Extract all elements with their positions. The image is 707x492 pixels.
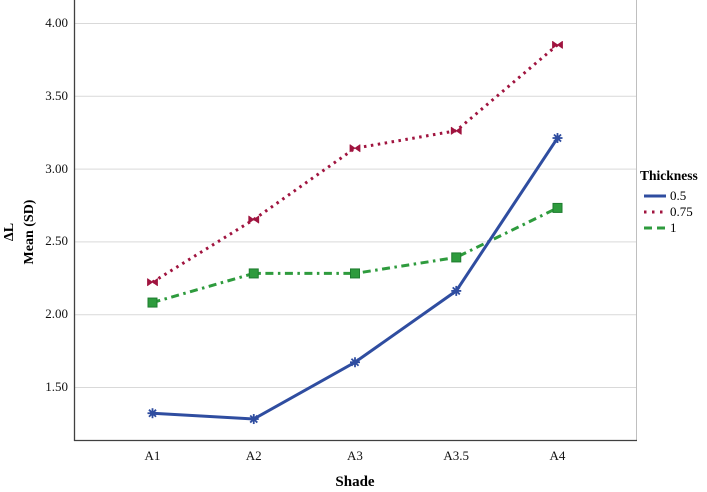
x-tick-label: A1: [144, 448, 161, 463]
asterisk-marker: [451, 285, 462, 296]
y-tick-label: 2.50: [45, 233, 68, 249]
x-tick-label: A3: [347, 448, 363, 463]
legend: Thickness 0.5 0.75 1: [638, 168, 707, 236]
series-line-0.75: [151, 43, 559, 284]
bowtie-marker: [450, 126, 462, 135]
legend-item: 0.5: [644, 188, 707, 204]
square-marker: [552, 202, 563, 213]
series-line-0.5: [152, 137, 559, 421]
y-tick-label: 4.00: [45, 15, 68, 30]
asterisk-marker: [350, 357, 360, 368]
legend-title: Thickness: [640, 168, 698, 183]
asterisk-marker: [248, 414, 259, 425]
square-marker: [350, 268, 360, 279]
x-tick-label: A3.5: [443, 448, 470, 463]
legend-label: 1: [670, 220, 677, 235]
asterisk-marker: [147, 408, 158, 419]
legend-label: 0.75: [670, 204, 693, 219]
series-line-1: [152, 206, 559, 304]
asterisk-marker: [552, 133, 563, 144]
x-tick-label: A2: [245, 448, 262, 463]
legend-swatch-dotted-line-icon: [644, 210, 666, 214]
legend-item: 0.75: [644, 204, 707, 220]
legend-item: 1: [644, 220, 707, 236]
bowtie-marker: [552, 40, 563, 49]
square-marker: [451, 252, 462, 263]
legend-rows: 0.5 0.75 1: [638, 188, 707, 236]
x-axis-title: Shade: [335, 474, 375, 490]
bowtie-marker: [349, 144, 361, 153]
legend-swatch-solid-line-icon: [644, 194, 666, 198]
legend-swatch-dashdot-line-icon: [644, 226, 666, 230]
square-marker: [248, 268, 259, 279]
y-tick-label: 3.50: [45, 87, 68, 103]
bowtie-marker: [248, 215, 260, 224]
y-tick-label: 3.00: [45, 160, 68, 176]
bowtie-marker: [147, 278, 158, 287]
x-tick-label: A4: [549, 448, 566, 463]
legend-label: 0.5: [670, 188, 687, 203]
y-tick-label: 2.00: [45, 306, 68, 322]
square-marker: [147, 297, 158, 308]
y-axis-title-line1: ΔL: [2, 222, 17, 242]
y-tick-label: 1.50: [45, 379, 68, 394]
